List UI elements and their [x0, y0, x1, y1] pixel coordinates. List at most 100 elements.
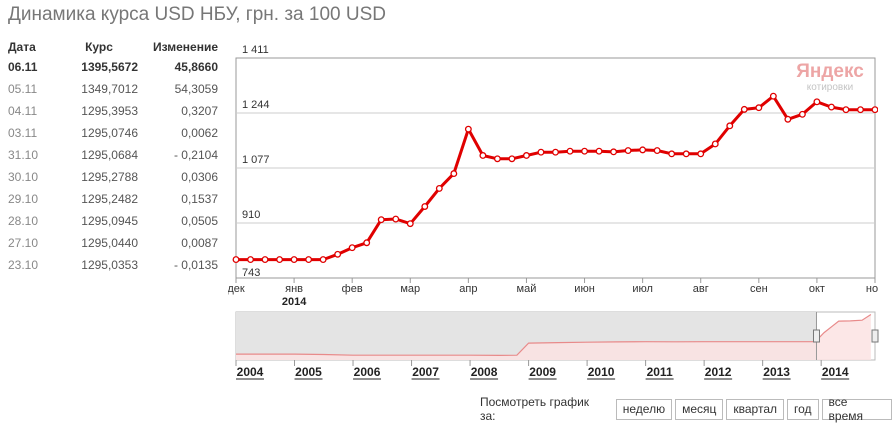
data-point — [769, 92, 777, 100]
row-rate: 1295,0353 — [81, 258, 138, 272]
data-point — [740, 105, 748, 113]
row-date: 04.11 — [8, 104, 38, 118]
row-change: - 0,2104 — [173, 148, 218, 162]
data-point — [610, 148, 618, 156]
y-tick-label: 910 — [242, 209, 260, 221]
data-point — [276, 256, 284, 264]
year-label: 2011 — [647, 365, 673, 379]
data-point — [247, 256, 254, 264]
year-label: 2004 — [237, 365, 264, 379]
navigator-line — [236, 313, 872, 357]
x-year-label: 2014 — [282, 296, 307, 306]
main-chart: 743 910 1 077 1 244 1 411 дек янв фев мар апр май и… — [228, 44, 878, 306]
row-change: 0,0087 — [181, 236, 218, 250]
y-tick-label: 1 077 — [242, 154, 270, 166]
data-point — [334, 250, 342, 258]
table-row: 03.11 1295,0746 0,0062 — [8, 122, 230, 144]
series-line — [236, 94, 878, 262]
yandex-watermark: Яндекс котировки — [795, 62, 865, 94]
data-point — [653, 147, 661, 154]
data-point — [697, 150, 705, 158]
period-selector: Посмотреть график за: неделю месяц квартал… — [480, 395, 892, 423]
page-title: Динамика курса USD НБУ, грн. за 100 USD — [8, 4, 386, 25]
data-point — [755, 104, 763, 112]
data-point — [784, 115, 792, 123]
data-point — [537, 148, 545, 156]
data-point — [450, 170, 458, 178]
range-handle-right[interactable] — [871, 329, 879, 343]
row-rate: 1295,2482 — [81, 192, 138, 206]
row-rate: 1295,2788 — [81, 170, 138, 184]
data-point — [363, 239, 371, 247]
year-label: 2005 — [295, 365, 322, 379]
period-label: Посмотреть график за: — [480, 395, 590, 423]
table-row: 04.11 1295,3953 0,3207 — [8, 100, 230, 122]
table-body: 06.11 1395,5672 45,8660 05.11 1349,7012 54,30… — [8, 56, 230, 276]
period-all-button[interactable]: все время — [821, 395, 892, 423]
row-change: 45,8660 — [174, 60, 218, 74]
period-quarter-button[interactable]: квартал — [726, 398, 785, 420]
row-date: 30.10 — [8, 170, 39, 184]
data-point — [377, 216, 385, 224]
table-row: 05.11 1349,7012 54,3059 — [8, 78, 230, 100]
year-label: 2012 — [705, 365, 732, 379]
period-year-button[interactable]: год — [787, 398, 819, 420]
header-rate: Курс — [85, 40, 113, 54]
data-point — [624, 147, 632, 154]
row-date: 23.10 — [8, 258, 39, 272]
year-label: 2008 — [471, 365, 498, 379]
data-point — [581, 147, 588, 155]
data-point — [798, 110, 806, 118]
rates-table: Дата Курс Изменение 06.11 1395,5672 45,866… — [8, 38, 230, 276]
navigator-chart[interactable]: 2004 2005 2006 2007 2008 2009 2010 2011 2012 2013… — [228, 308, 883, 383]
data-point — [290, 256, 298, 264]
data-point — [552, 148, 559, 156]
y-tick-label: 743 — [242, 267, 260, 279]
table-row: 28.10 1295,0945 0,0505 — [8, 210, 230, 232]
data-point — [479, 152, 487, 159]
year-label: 2006 — [354, 365, 381, 379]
period-week-button[interactable]: неделю — [615, 398, 673, 420]
year-label: 2009 — [529, 365, 556, 379]
data-point — [348, 244, 356, 252]
y-tick-label: 1 411 — [242, 44, 269, 56]
row-date: 03.11 — [8, 126, 38, 140]
data-point — [493, 155, 501, 163]
table-row: 31.10 1295,0684 - 0,2104 — [8, 144, 230, 166]
table-row: 27.10 1295,0440 0,0087 — [8, 232, 230, 254]
data-point — [842, 106, 850, 114]
x-tick-label: июл — [632, 283, 653, 295]
row-change: - 0,0135 — [173, 258, 218, 272]
row-date: 06.11 — [8, 60, 38, 74]
header-change: Изменение — [152, 40, 218, 54]
data-point — [261, 256, 269, 264]
range-handle-left[interactable] — [812, 329, 820, 343]
year-label: 2014 — [822, 365, 849, 379]
row-rate: 1295,0684 — [81, 148, 138, 162]
data-point — [305, 256, 313, 264]
x-tick-label: окт — [809, 283, 825, 295]
year-label: 2013 — [763, 365, 790, 379]
row-change: 54,3059 — [174, 82, 218, 96]
row-rate: 1295,0945 — [81, 214, 138, 228]
row-change: 0,0062 — [181, 126, 218, 140]
data-point — [421, 203, 429, 210]
data-point — [464, 125, 472, 133]
data-point — [435, 184, 443, 192]
data-point — [566, 147, 574, 155]
data-point — [523, 152, 530, 159]
x-tick-label: ноя — [866, 283, 878, 295]
table-row: 29.10 1295,2482 0,1537 — [8, 188, 230, 210]
data-point — [711, 140, 719, 148]
data-point — [827, 103, 835, 111]
data-point — [639, 146, 647, 154]
x-tick-label: мар — [400, 283, 420, 295]
x-tick-label: авг — [693, 283, 709, 295]
period-month-button[interactable]: месяц — [675, 398, 724, 420]
row-date: 27.10 — [8, 236, 39, 250]
row-change: 0,1537 — [181, 192, 218, 206]
data-point — [682, 150, 690, 158]
row-date: 29.10 — [8, 192, 39, 206]
watermark-subtitle: котировки — [806, 82, 854, 93]
row-date: 05.11 — [8, 82, 38, 96]
